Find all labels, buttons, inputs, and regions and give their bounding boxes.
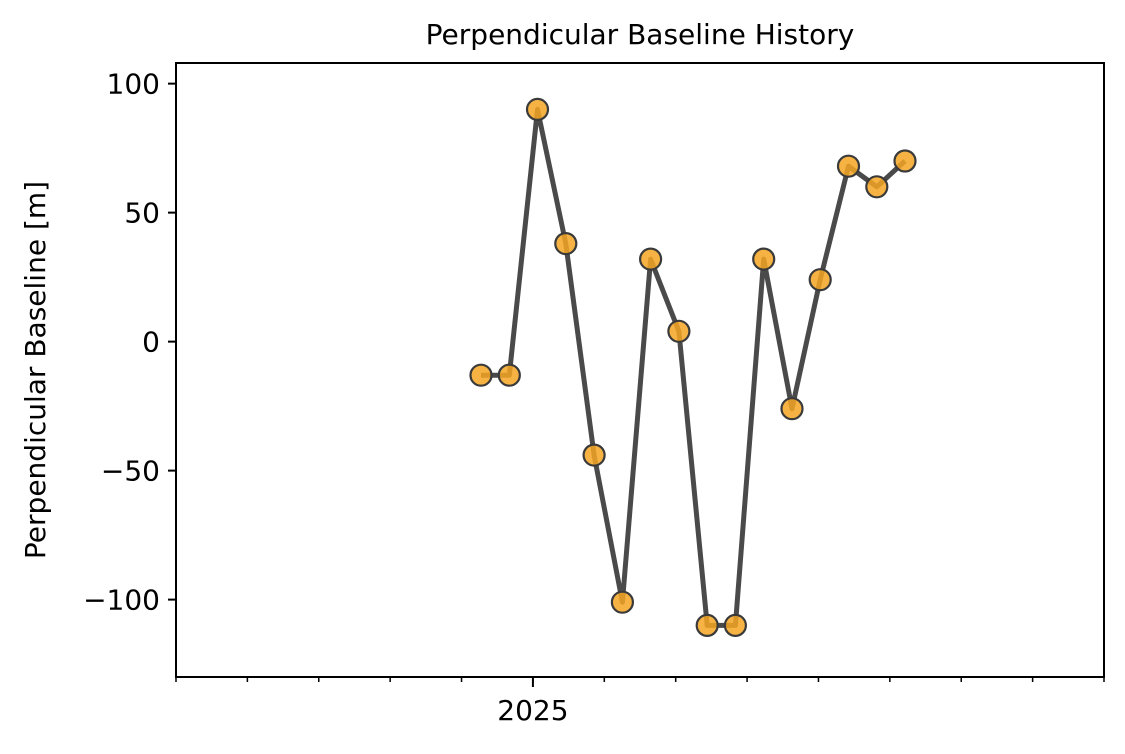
data-point [780, 397, 804, 421]
y-tick-label: 50 [124, 197, 160, 230]
data-series [481, 106, 907, 628]
data-point [610, 590, 635, 614]
x-axis-ticks: 2025 [175, 677, 1105, 727]
data-point [667, 319, 691, 343]
data-point [554, 232, 578, 256]
y-tick-label: 0 [142, 326, 160, 359]
data-point [469, 363, 493, 387]
data-point [808, 268, 832, 292]
chart-title: Perpendicular Baseline History [426, 18, 855, 51]
x-tick-label: 2025 [497, 694, 568, 727]
data-point [695, 613, 719, 638]
data-markers [469, 97, 917, 638]
y-axis-ticks: 100 50 0 −50 −100 [83, 68, 176, 617]
data-point [723, 613, 748, 638]
data-point [497, 363, 521, 387]
data-point [893, 149, 917, 173]
series-line [481, 106, 907, 628]
y-axis-label: Perpendicular Baseline [m] [19, 181, 52, 559]
data-point [865, 175, 889, 199]
y-tick-label: 100 [107, 68, 160, 101]
y-tick-label: −50 [101, 455, 160, 488]
data-point [525, 97, 550, 122]
y-tick-label: −100 [83, 584, 160, 617]
data-point [582, 443, 606, 467]
data-point [752, 247, 776, 271]
data-point [638, 247, 663, 271]
data-point [836, 154, 861, 178]
